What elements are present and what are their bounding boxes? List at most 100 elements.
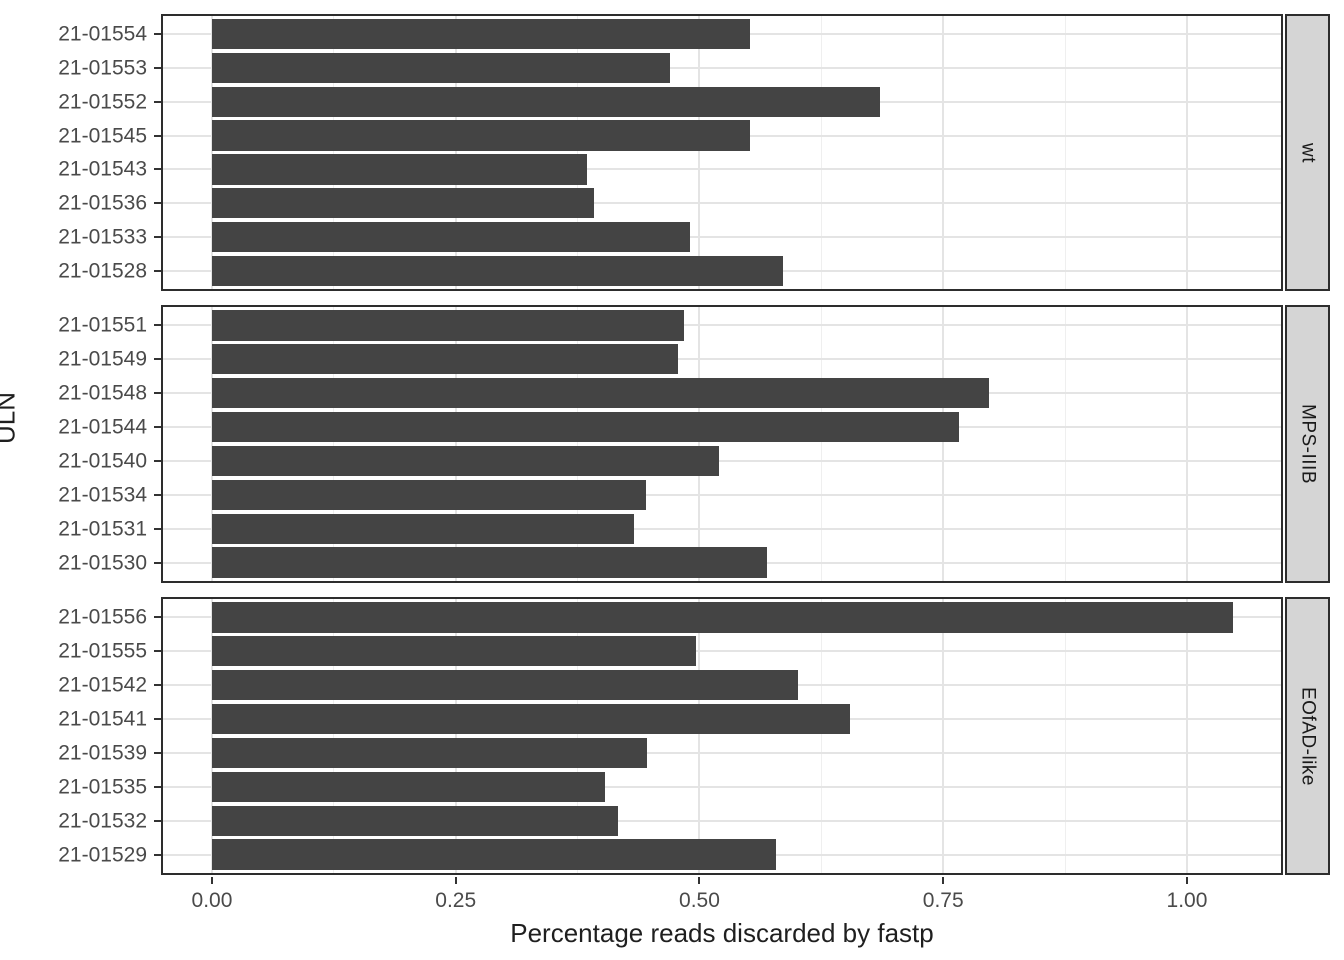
bar-21-01545 [211, 120, 751, 151]
gridline-major-y [163, 785, 1281, 788]
y-tick-label: 21-01549 [58, 347, 147, 371]
y-tick-mark [154, 168, 161, 171]
bar-21-01541 [211, 703, 850, 735]
bar-21-01556 [211, 602, 1233, 633]
y-tick-mark [154, 684, 161, 687]
gridline-major-y [163, 751, 1281, 754]
bar-21-01534 [211, 479, 646, 511]
gridline-minor-x [820, 16, 822, 289]
y-tick-mark [154, 324, 161, 327]
bar-21-01549 [211, 343, 679, 375]
y-tick-label: 21-01533 [58, 225, 147, 249]
y-tick-mark [154, 33, 161, 36]
gridline-major-y [163, 493, 1281, 496]
y-tick-mark [154, 616, 161, 619]
x-tick-mark [454, 877, 457, 884]
bar-21-01552 [211, 86, 880, 118]
facet-strip-wt: wt [1285, 14, 1330, 291]
bar-21-01533 [211, 221, 690, 253]
y-tick-label: 21-01531 [58, 517, 147, 541]
bar-21-01548 [211, 377, 990, 409]
gridline-major-y [163, 358, 1281, 361]
y-tick-mark [154, 392, 161, 395]
gridline-major-x [1185, 307, 1188, 581]
gridline-major-x [454, 307, 457, 581]
y-tick-label: 21-01554 [58, 22, 147, 46]
y-tick-label: 21-01555 [58, 639, 147, 663]
x-tick-label: 0.25 [435, 889, 477, 912]
y-tick-mark [154, 269, 161, 272]
y-tick-label: 21-01529 [58, 843, 147, 867]
y-tick-mark [154, 751, 161, 754]
x-tick-label: 1.00 [1166, 889, 1208, 912]
gridline-major-y [163, 235, 1281, 238]
gridline-minor-x [333, 599, 335, 873]
bar-21-01535 [211, 771, 605, 803]
y-tick-label: 21-01545 [58, 124, 147, 148]
bar-21-01553 [211, 52, 671, 84]
y-tick-label: 21-01544 [58, 415, 147, 439]
gridline-minor-x [577, 599, 579, 873]
gridline-major-x [698, 16, 701, 289]
y-tick-mark [154, 718, 161, 721]
gridline-major-x [210, 307, 213, 581]
y-tick-label: 21-01534 [58, 483, 147, 507]
gridline-major-x [454, 599, 457, 873]
bar-21-01536 [211, 187, 595, 219]
gridline-major-y [163, 527, 1281, 530]
y-tick-label: 21-01556 [58, 605, 147, 629]
x-tick-mark [210, 877, 213, 884]
y-tick-mark [154, 100, 161, 103]
gridline-minor-x [333, 16, 335, 289]
bar-21-01542 [211, 669, 798, 701]
gridline-minor-x [577, 307, 579, 581]
bar-21-01543 [211, 154, 588, 185]
y-tick-label: 21-01551 [58, 313, 147, 337]
bar-21-01540 [211, 445, 719, 477]
gridline-major-y [163, 650, 1281, 653]
y-tick-mark [154, 785, 161, 788]
y-tick-label: 21-01553 [58, 56, 147, 80]
y-tick-mark [154, 527, 161, 530]
y-tick-label: 21-01532 [58, 809, 147, 833]
x-tick-label: 0.00 [191, 889, 233, 912]
gridline-major-x [454, 16, 457, 289]
y-tick-label: 21-01530 [58, 551, 147, 575]
y-tick-mark [154, 358, 161, 361]
y-tick-mark [154, 819, 161, 822]
y-tick-label: 21-01541 [58, 707, 147, 731]
y-tick-mark [154, 650, 161, 653]
y-tick-mark [154, 853, 161, 856]
gridline-major-x [210, 599, 213, 873]
bar-21-01551 [211, 310, 684, 341]
x-axis-title: Percentage reads discarded by fastp [510, 918, 934, 948]
y-tick-mark [154, 134, 161, 137]
bar-21-01532 [211, 805, 618, 836]
facet-panel-wt [161, 14, 1283, 291]
y-tick-label: 21-01540 [58, 449, 147, 473]
gridline-major-y [163, 324, 1281, 327]
x-tick-label: 0.75 [922, 889, 964, 912]
gridline-major-x [942, 16, 945, 289]
facet-strip-MPS-IIIB: MPS-IIIB [1285, 305, 1330, 583]
gridline-major-y [163, 819, 1281, 822]
gridline-minor-x [1064, 307, 1066, 581]
gridline-minor-x [1064, 16, 1066, 289]
x-tick-mark [698, 877, 701, 884]
gridline-minor-x [1064, 599, 1066, 873]
gridline-major-x [698, 307, 701, 581]
gridline-major-y [163, 202, 1281, 205]
y-tick-label: 21-01535 [58, 775, 147, 799]
y-tick-label: 21-01539 [58, 741, 147, 765]
y-tick-mark [154, 459, 161, 462]
y-tick-mark [154, 426, 161, 429]
gridline-minor-x [820, 599, 822, 873]
facet-strip-EOfAD-like: EOfAD-like [1285, 597, 1330, 875]
y-tick-mark [154, 202, 161, 205]
gridline-major-x [698, 599, 701, 873]
y-tick-mark [154, 67, 161, 70]
bar-21-01528 [211, 255, 784, 286]
facet-panel-MPS-IIIB [161, 305, 1283, 583]
bar-21-01531 [211, 513, 635, 544]
